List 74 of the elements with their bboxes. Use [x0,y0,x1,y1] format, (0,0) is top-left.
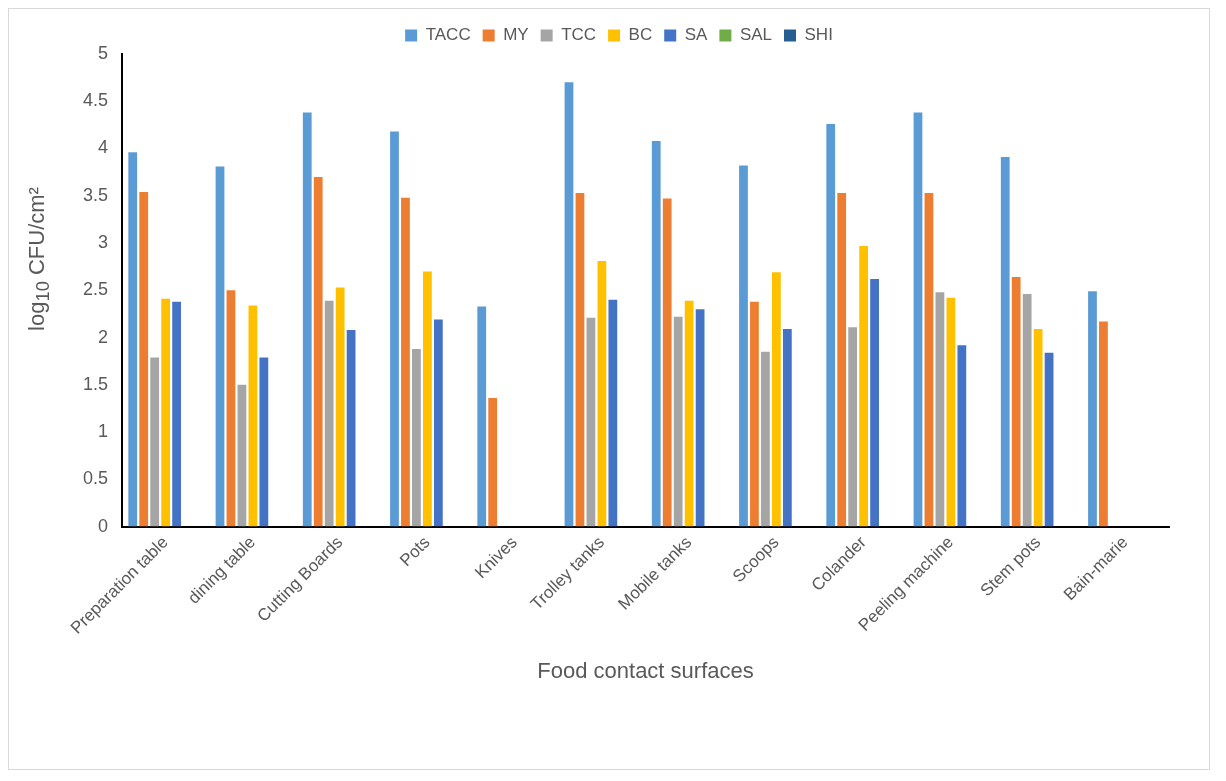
bar [946,297,956,527]
y-tick-label: 1.5 [82,373,109,394]
y-tick-label: 4.5 [82,90,109,111]
bar [1044,352,1054,527]
bar [935,292,945,527]
bar [564,82,574,527]
bar [161,298,171,527]
bar [477,306,487,527]
bar [390,131,399,527]
bar [313,176,323,527]
bar [237,384,247,527]
legend-label: BC [628,25,653,45]
y-tick-label: 4 [98,137,109,158]
bar [139,192,149,527]
bar [1022,294,1032,527]
bar [782,329,792,527]
bar [248,305,258,527]
bar [870,278,879,527]
bar [412,348,421,527]
legend-label: TCC [561,25,597,45]
bar [913,112,923,527]
bar [575,192,585,527]
bar [695,309,705,527]
bar [1000,157,1010,527]
bar [324,300,334,527]
legend-label: SAL [739,25,773,45]
bar [215,166,225,527]
bar [924,192,934,527]
bar [739,165,748,527]
bar [662,198,672,527]
y-tick-label: 5 [98,42,109,63]
bar [1033,329,1043,527]
bar [673,316,683,527]
y-tick-label: 2 [98,326,109,347]
bar [433,319,443,527]
bar [150,357,160,527]
bar [651,140,661,527]
legend-label: MY [503,25,529,45]
bar [608,299,618,527]
bar [772,272,781,527]
legend-label: SHI [804,25,833,45]
y-tick-label: 2.5 [82,279,109,300]
bar [826,123,836,527]
y-tick-label: 3 [98,232,109,253]
legend-label: TACC [425,25,471,45]
bar [597,261,607,527]
bar [848,327,858,527]
bar [859,245,869,527]
bar [488,398,498,527]
y-tick-label: 0.5 [82,468,109,489]
bar [1099,321,1108,527]
bar [957,345,967,527]
legend-label: SA [684,25,709,45]
bar [586,317,596,527]
bar [172,301,181,527]
bar [335,287,345,527]
bar [128,152,138,527]
bar [1088,291,1097,527]
x-axis-title: Food contact surfaces [537,657,754,683]
y-tick-label: 3.5 [82,184,109,205]
bar [302,112,312,527]
x-tick-label: Pots [396,532,434,571]
bar [750,301,759,527]
bar [226,290,236,527]
bar [346,330,356,527]
y-tick-label: 0 [98,515,109,536]
bar [837,192,847,527]
bar [401,197,410,527]
y-tick-label: 1 [98,421,109,442]
bar [423,271,432,527]
bar [259,357,269,527]
bar [761,351,770,527]
bar [684,300,694,527]
bar [1011,277,1021,527]
